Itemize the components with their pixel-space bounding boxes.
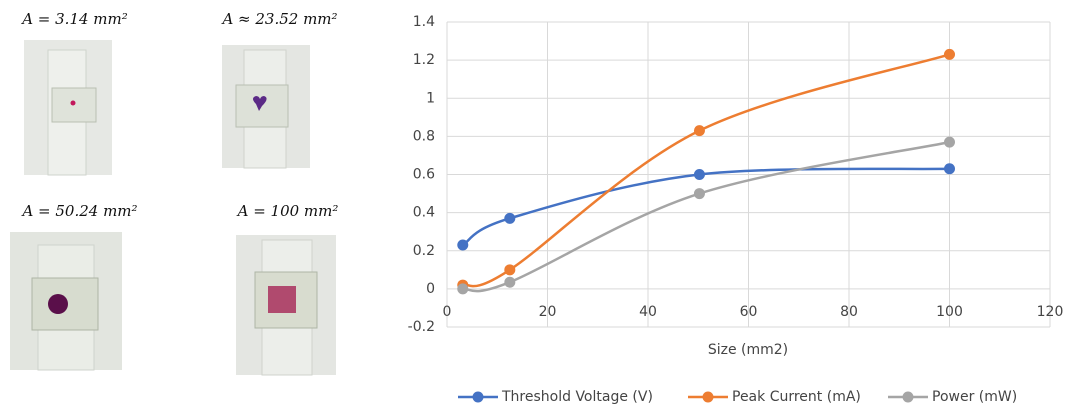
photo (24, 40, 112, 176)
legend-label: Peak Current (mA) (732, 389, 861, 405)
data-point (693, 188, 705, 200)
photo (10, 232, 122, 371)
data-point (504, 276, 516, 288)
data-point (944, 163, 955, 175)
data-point (693, 169, 705, 180)
y-tick-label: 0 (426, 281, 435, 297)
y-tick-label: 0.4 (413, 205, 435, 221)
y-tick-label: 0.6 (413, 167, 435, 183)
y-tick-label: 0.8 (413, 128, 435, 144)
y-tick-label: 0.2 (413, 243, 435, 259)
x-axis-title: Size (mm2) (708, 342, 788, 358)
y-tick-label: -0.2 (408, 319, 435, 335)
photo-label: A = 100 mm² (236, 202, 339, 220)
data-point (504, 212, 516, 224)
x-tick-label: 120 (1037, 304, 1064, 320)
legend-marker (902, 391, 914, 403)
data-point (457, 239, 469, 251)
x-tick-label: 20 (539, 304, 557, 320)
x-tick-label: 40 (639, 304, 657, 320)
photo-label: A ≈ 23.52 mm² (220, 10, 337, 28)
photo (222, 45, 310, 169)
series-line (462, 167, 950, 247)
data-point (944, 48, 955, 60)
x-tick-label: 100 (936, 304, 963, 320)
series-line (462, 140, 950, 293)
legend-label: Power (mW) (932, 389, 1017, 405)
x-tick-label: 60 (740, 304, 758, 320)
data-point (504, 264, 516, 276)
data-point (693, 125, 705, 137)
x-tick-label: 80 (840, 304, 858, 320)
photo-label: A = 50.24 mm² (20, 202, 137, 220)
legend-marker (472, 391, 484, 403)
x-tick-label: 0 (443, 304, 452, 320)
y-tick-label: 1 (426, 90, 435, 106)
photo (236, 235, 336, 376)
data-point (944, 136, 955, 148)
series-line (462, 53, 950, 288)
photo-label: A = 3.14 mm² (20, 10, 128, 28)
legend-marker (702, 391, 714, 403)
y-tick-label: 1.4 (413, 14, 435, 30)
legend-label: Threshold Voltage (V) (501, 389, 653, 405)
data-point (457, 283, 469, 295)
y-tick-label: 1.2 (413, 52, 435, 68)
